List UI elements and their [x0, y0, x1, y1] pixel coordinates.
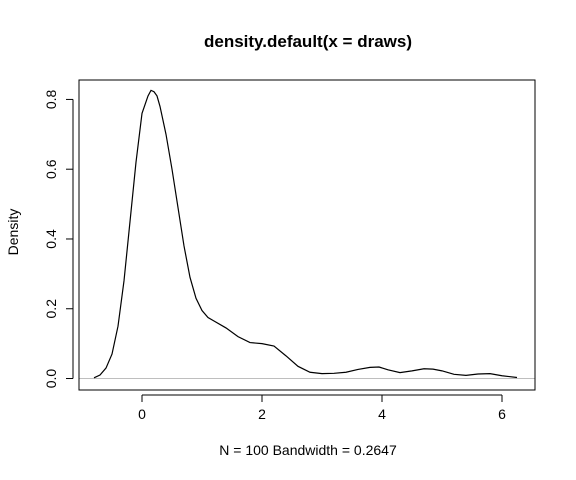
x-axis-label: N = 100 Bandwidth = 0.2647 — [219, 442, 397, 458]
y-tick-label: 0.8 — [43, 89, 59, 109]
chart-title: density.default(x = draws) — [204, 32, 412, 51]
y-tick-label: 0.4 — [43, 229, 59, 249]
x-tick-label: 2 — [258, 406, 266, 422]
x-tick-label: 4 — [378, 406, 386, 422]
x-tick-label: 0 — [138, 406, 146, 422]
y-tick-label: 0.0 — [43, 369, 59, 389]
density-curve — [93, 89, 518, 379]
y-tick-label: 0.2 — [43, 299, 59, 319]
y-tick-label: 0.6 — [43, 159, 59, 179]
plot-frame — [78, 79, 536, 391]
x-axis: 0 2 4 6 — [138, 394, 506, 422]
y-axis: 0.0 0.2 0.4 0.6 0.8 — [43, 89, 74, 389]
y-axis-label: Density — [5, 209, 21, 256]
x-tick-label: 6 — [498, 406, 506, 422]
